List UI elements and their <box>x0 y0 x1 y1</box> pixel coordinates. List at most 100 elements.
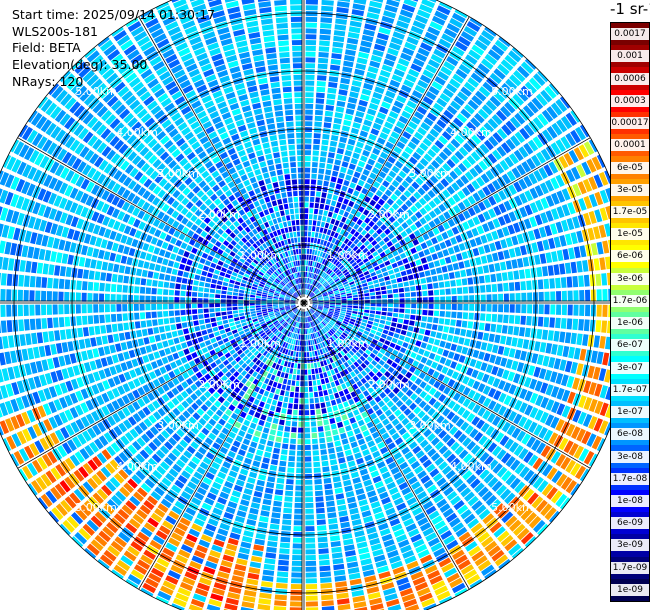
ray-bin <box>339 462 348 470</box>
ray-bin <box>384 248 391 255</box>
ray-bin <box>203 390 212 399</box>
ray-bin <box>521 292 527 302</box>
ray-bin <box>425 239 433 247</box>
ray-bin <box>397 184 406 193</box>
ray-bin <box>467 495 479 507</box>
ray-bin <box>562 345 570 358</box>
ray-bin <box>206 604 221 610</box>
ray-bin <box>452 73 465 84</box>
ray-bin <box>375 331 382 337</box>
ray-bin <box>305 502 314 508</box>
ray-bin <box>507 371 516 382</box>
ray-bin <box>566 276 573 288</box>
ray-bin <box>422 303 428 309</box>
ray-bin <box>208 387 216 395</box>
ray-bin <box>434 354 441 362</box>
ray-bin <box>100 466 112 478</box>
ray-bin <box>350 371 356 378</box>
ray-bin <box>520 315 526 325</box>
ray-bin <box>504 54 518 67</box>
ray-bin <box>361 370 367 377</box>
ray-bin <box>477 213 486 223</box>
ray-bin <box>293 409 298 415</box>
ray-bin <box>359 325 366 330</box>
ray-bin <box>127 380 136 390</box>
ray-bin <box>325 275 330 281</box>
ray-bin <box>285 306 291 309</box>
ray-bin <box>59 480 71 493</box>
ray-bin <box>282 335 287 341</box>
ray-bin <box>334 112 344 119</box>
ray-bin <box>388 207 396 215</box>
ray-bin <box>411 332 418 339</box>
ray-bin <box>516 164 526 176</box>
ray-bin <box>419 454 429 464</box>
ray-bin <box>226 475 236 484</box>
ray-bin <box>338 316 344 321</box>
ray-bin <box>477 331 484 340</box>
ray-bin <box>305 138 312 144</box>
ray-bin <box>383 58 395 67</box>
ray-bin <box>381 290 387 295</box>
ray-bin <box>224 352 231 359</box>
ray-bin <box>559 497 571 510</box>
ray-bin <box>386 316 392 321</box>
ray-bin <box>177 350 185 358</box>
ray-bin <box>353 223 360 230</box>
ray-bin <box>593 366 601 380</box>
ray-bin <box>205 451 215 460</box>
ray-bin <box>391 202 400 211</box>
ray-bin <box>300 317 302 323</box>
ray-bin <box>228 431 237 439</box>
ray-bin <box>449 517 461 528</box>
ray-bin <box>425 359 433 367</box>
ray-bin <box>532 136 544 149</box>
ray-bin <box>455 234 463 243</box>
ray-bin <box>318 554 330 560</box>
ray-bin <box>290 432 297 439</box>
ray-bin <box>324 204 330 211</box>
ray-bin <box>398 58 410 67</box>
ray-bin <box>180 309 186 316</box>
ray-bin <box>420 242 428 250</box>
ray-bin <box>403 105 414 114</box>
ray-bin <box>401 151 410 160</box>
ray-bin <box>335 295 341 298</box>
ray-bin <box>565 132 576 147</box>
ray-bin <box>2 438 12 452</box>
ray-bin <box>417 517 429 527</box>
ray-bin <box>368 236 375 243</box>
ray-bin <box>367 592 381 600</box>
ray-bin <box>462 198 471 208</box>
ray-bin <box>444 422 454 432</box>
ray-bin <box>356 284 362 289</box>
ray-bin <box>122 407 131 417</box>
ray-bin <box>467 207 476 217</box>
ray-bin <box>329 308 335 311</box>
ray-bin <box>318 57 329 64</box>
ray-bin <box>445 469 456 480</box>
ray-bin <box>594 383 603 397</box>
ray-bin <box>371 431 380 439</box>
ray-bin <box>566 375 575 388</box>
ray-bin <box>180 316 187 322</box>
ray-bin <box>337 262 343 268</box>
ray-bin <box>254 455 262 462</box>
ray-bin <box>379 348 386 355</box>
ray-bin <box>471 550 485 562</box>
ray-bin <box>100 325 107 334</box>
ray-bin <box>307 284 310 290</box>
ray-bin <box>256 352 262 359</box>
ray-bin <box>101 484 113 496</box>
ray-bin <box>73 469 85 482</box>
ray-bin <box>347 303 353 306</box>
ray-bin <box>415 340 422 347</box>
ray-bin <box>210 404 218 413</box>
ppi-scan-plot: 1.00km1.00km1.00km1.00km2.00km2.00km2.00… <box>0 0 610 610</box>
ray-bin <box>305 283 307 289</box>
ray-bin <box>175 592 189 602</box>
ray-bin <box>434 520 446 530</box>
ray-bin <box>339 288 345 292</box>
ray-bin <box>483 352 491 362</box>
ray-bin <box>387 442 396 450</box>
